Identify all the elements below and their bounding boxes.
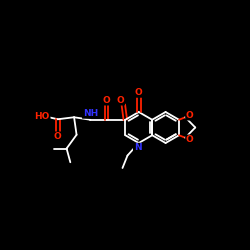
Text: NH: NH bbox=[83, 109, 98, 118]
Text: O: O bbox=[103, 96, 110, 105]
Text: O: O bbox=[186, 135, 194, 144]
Text: O: O bbox=[186, 111, 194, 120]
Text: O: O bbox=[54, 132, 62, 141]
Text: HO: HO bbox=[34, 112, 50, 121]
Text: O: O bbox=[116, 96, 124, 105]
Text: N: N bbox=[134, 144, 141, 152]
Text: O: O bbox=[135, 88, 142, 97]
